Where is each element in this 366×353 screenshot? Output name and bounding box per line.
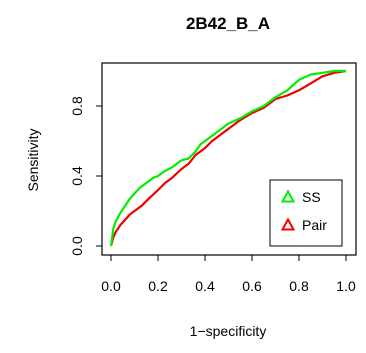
x-tick-label: 0.4	[195, 278, 215, 294]
y-axis: 0.0 0.4 0.8	[69, 96, 102, 256]
y-tick-label: 0.4	[69, 166, 85, 186]
legend-label-ss: SS	[302, 189, 321, 205]
plot-frame	[101, 62, 357, 256]
x-tick-label: 0.8	[289, 278, 309, 294]
x-tick-label: 0.6	[242, 278, 262, 294]
y-tick-label: 0.8	[69, 96, 85, 116]
x-axis-label: 1−specificity	[190, 323, 267, 339]
legend: SS Pair	[269, 179, 343, 247]
series-layer	[109, 69, 347, 247]
x-tick-label: 0.2	[148, 278, 168, 294]
legend-marker-pair	[280, 217, 296, 231]
y-axis-label: Sensitivity	[25, 128, 41, 191]
series-line-ss	[109, 69, 346, 247]
x-tick-label: 1.0	[336, 278, 356, 294]
legend-marker-ss	[280, 189, 296, 203]
x-axis: 0.0 0.2 0.4 0.6 0.8 1.0	[101, 255, 356, 294]
legend-label-pair: Pair	[302, 217, 327, 233]
x-tick-label: 0.0	[101, 278, 121, 294]
legend-box	[269, 179, 343, 247]
y-tick-label: 0.0	[69, 236, 85, 256]
series-line-pair	[109, 69, 347, 247]
chart-title: 2B42_B_A	[186, 14, 270, 33]
